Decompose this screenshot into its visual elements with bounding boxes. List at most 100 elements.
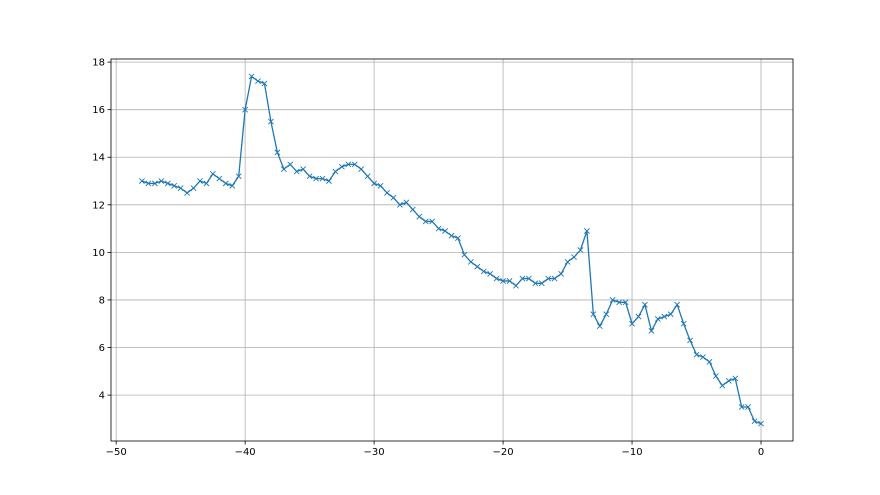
data-point (319, 175, 326, 182)
data-point (700, 354, 706, 360)
data-point (158, 178, 165, 184)
data-point (209, 170, 216, 177)
data-point (151, 180, 158, 187)
plot-frame (110, 58, 794, 442)
data-point (203, 180, 210, 187)
data-point (442, 228, 448, 234)
data-point (603, 311, 610, 318)
y-tick-label: 18 (92, 58, 105, 69)
data-point (197, 178, 203, 184)
data-point (409, 206, 416, 213)
data-point (680, 320, 687, 327)
data-point (326, 178, 332, 184)
data-point (667, 311, 674, 318)
data-point (190, 185, 197, 192)
data-point (725, 377, 732, 384)
data-point (455, 235, 461, 242)
data-point (416, 213, 423, 220)
data-point (577, 247, 584, 253)
data-point (261, 80, 268, 87)
data-point (461, 251, 468, 258)
data-point (596, 323, 603, 330)
data-point (396, 201, 403, 208)
data-point (506, 278, 513, 284)
data-point (429, 218, 436, 225)
x-tick-label: −10 (621, 447, 642, 458)
data-point (435, 225, 442, 232)
data-point (345, 161, 352, 168)
data-point (177, 185, 184, 192)
data-point (551, 275, 558, 282)
data-point (519, 275, 526, 282)
data-point (622, 299, 629, 306)
x-tick-label: −20 (493, 447, 514, 458)
data-point (255, 78, 261, 85)
data-point (222, 180, 229, 187)
data-point (487, 270, 494, 277)
data-point (738, 404, 745, 410)
data-point (371, 180, 378, 187)
data-point (732, 375, 739, 382)
data-point (706, 358, 713, 365)
data-point (403, 199, 410, 206)
data-point (229, 182, 236, 189)
data-point (648, 327, 655, 334)
data-point (654, 316, 661, 322)
data-point (474, 263, 481, 270)
y-tick-label: 14 (92, 153, 105, 164)
y-tick-label: 12 (92, 200, 105, 211)
data-point (332, 168, 339, 175)
data-point (384, 189, 390, 196)
data-point (184, 189, 191, 196)
data-point (571, 254, 577, 261)
data-point (358, 166, 365, 173)
series-line (141, 75, 762, 425)
data-point (351, 161, 358, 168)
data-point (164, 180, 171, 187)
data-point (758, 420, 764, 427)
data-point (609, 297, 616, 303)
series-markers (139, 73, 764, 427)
data-point (558, 270, 565, 277)
data-point (216, 175, 223, 182)
data-point (248, 73, 255, 80)
data-point (493, 275, 500, 282)
data-point (171, 182, 178, 189)
data-point (306, 173, 313, 180)
data-point (538, 280, 545, 287)
data-point (480, 268, 487, 275)
data-point (525, 275, 532, 282)
data-point (422, 218, 429, 225)
data-point (712, 373, 719, 379)
data-point (583, 228, 590, 234)
x-tick-label: 0 (758, 447, 764, 458)
data-point (635, 313, 642, 320)
data-point (390, 194, 397, 201)
y-tick-label: 8 (99, 295, 105, 306)
data-point (745, 404, 752, 410)
data-point (661, 313, 668, 320)
data-point (642, 301, 648, 308)
x-tick-label: −30 (364, 447, 385, 458)
data-point (500, 278, 506, 284)
data-point (287, 161, 294, 168)
data-point (274, 149, 281, 156)
data-point (145, 180, 152, 187)
data-point (300, 166, 307, 173)
data-point (532, 280, 539, 287)
grid (111, 59, 793, 441)
data-point (513, 282, 519, 289)
data-point (235, 173, 242, 180)
y-tick-label: 10 (92, 248, 105, 259)
data-point (313, 175, 319, 182)
y-tick-label: 4 (99, 391, 105, 402)
data-point (338, 163, 345, 170)
data-point (293, 168, 300, 175)
data-point (268, 118, 274, 125)
data-point (687, 337, 693, 344)
x-tick-label: −50 (106, 447, 127, 458)
data-line (141, 75, 762, 425)
data-point (280, 166, 287, 173)
data-point (674, 301, 681, 308)
